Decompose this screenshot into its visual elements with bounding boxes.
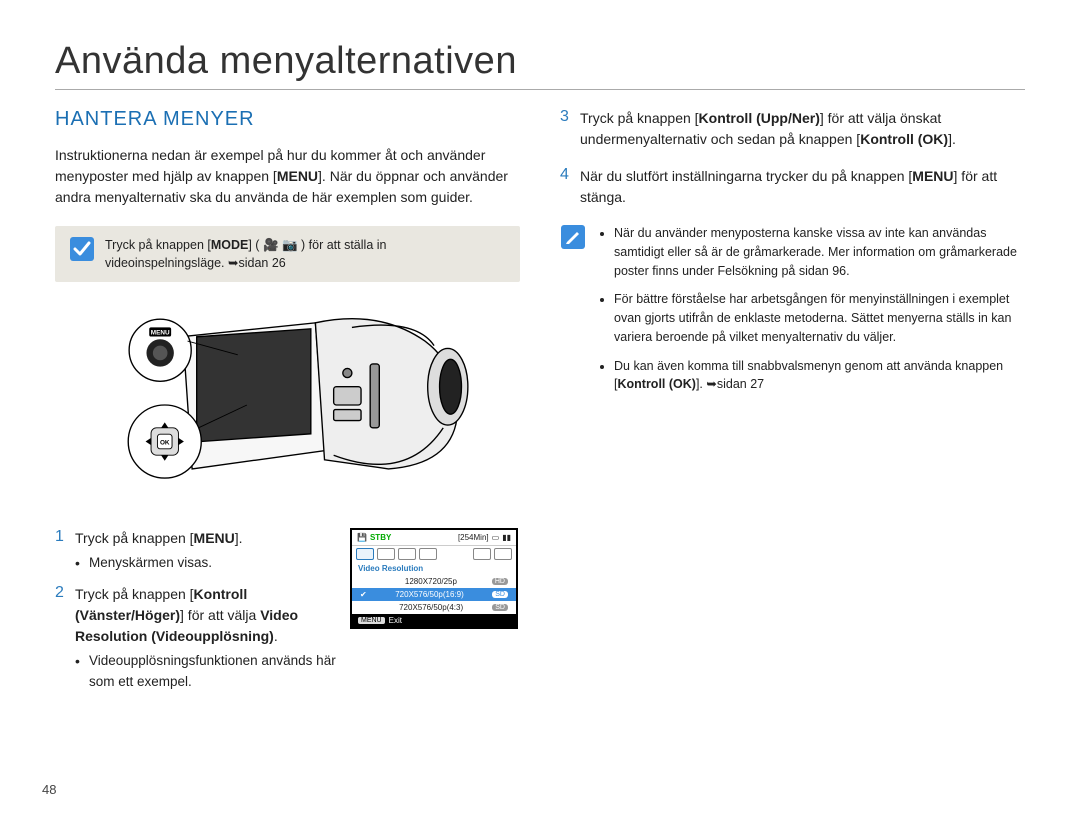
step-body: Tryck på knappen [MENU].•Menyskärmen vis… [75, 528, 336, 574]
resolution-text: 720X576/50p(4:3) [399, 603, 463, 612]
note-list: När du använder menyposterna kanske viss… [596, 224, 1025, 404]
right-column: 3Tryck på knappen [Kontroll (Upp/Ner)] f… [560, 108, 1025, 702]
note-box: När du använder menyposterna kanske viss… [560, 224, 1025, 404]
lcd-tab [419, 548, 437, 560]
check-icon [69, 236, 95, 262]
tip-box: Tryck på knappen [MODE] ( 🎥 📷 ) för att … [55, 226, 520, 282]
page-number: 48 [42, 782, 56, 797]
title-rule [55, 89, 1025, 90]
resolution-text: 1280X720/25p [405, 577, 457, 586]
step-sub-bullet: •Videoupplösningsfunktionen används här … [75, 651, 336, 692]
steps-list: 1Tryck på knappen [MENU].•Menyskärmen vi… [55, 528, 336, 702]
two-column-layout: HANTERA MENYER Instruktionerna nedan är … [55, 108, 1025, 702]
numbered-step: 4När du slutfört inställningarna trycker… [560, 166, 1025, 208]
manual-page: Använda menyalternativen HANTERA MENYER … [0, 0, 1080, 825]
lcd-tab [473, 548, 491, 560]
numbered-step: 2Tryck på knappen [Kontroll (Vänster/Hög… [55, 584, 336, 692]
step-body: Tryck på knappen [Kontroll (Upp/Ner)] fö… [580, 108, 1025, 150]
stby-label: STBY [370, 533, 391, 542]
menu-label: MENU [150, 330, 169, 337]
lcd-frame: 💾 STBY [254Min] ▭ ▮▮ [350, 528, 518, 629]
lcd-resolution-list: 1280X720/25pHD✔ 720X576/50p(16:9)SD720X5… [352, 575, 516, 614]
card-status-icon: ▭ [492, 533, 500, 542]
step-number: 4 [560, 166, 580, 208]
lcd-tab [494, 548, 512, 560]
numbered-step: 1Tryck på knappen [MENU].•Menyskärmen vi… [55, 528, 336, 574]
time-remaining: [254Min] [458, 533, 489, 542]
numbered-step: 3Tryck på knappen [Kontroll (Upp/Ner)] f… [560, 108, 1025, 150]
lcd-resolution-row: 720X576/50p(4:3) SD [352, 601, 516, 614]
pencil-note-icon [560, 224, 586, 250]
step-number: 2 [55, 584, 75, 692]
lcd-screenshot: 💾 STBY [254Min] ▭ ▮▮ [350, 528, 520, 702]
lcd-tab-row [352, 546, 516, 562]
left-column: HANTERA MENYER Instruktionerna nedan är … [55, 108, 520, 702]
lcd-resolution-row: ✔ 720X576/50p(16:9) SD [352, 588, 516, 601]
lcd-menu-title: Video Resolution [352, 562, 516, 575]
step-number: 3 [560, 108, 580, 150]
lcd-tab [398, 548, 416, 560]
lcd-exit-bar: MENU Exit [352, 614, 516, 627]
exit-label: Exit [389, 616, 402, 625]
intro-paragraph: Instruktionerna nedan är exempel på hur … [55, 145, 520, 208]
steps-and-screenshot-row: 1Tryck på knappen [MENU].•Menyskärmen vi… [55, 528, 520, 702]
resolution-badge: SD [492, 591, 508, 598]
battery-icon: ▮▮ [502, 533, 511, 542]
note-item: När du använder menyposterna kanske viss… [614, 224, 1025, 280]
step-sub-bullet: •Menyskärmen visas. [75, 553, 336, 574]
note-item: Du kan även komma till snabbvalsmenyn ge… [614, 357, 1025, 395]
note-item: För bättre förståelse har arbetsgången f… [614, 290, 1025, 346]
camcorder-illustration: MENU OK [55, 300, 520, 510]
section-title: HANTERA MENYER [55, 108, 520, 131]
check-icon: ✔ [360, 590, 367, 599]
lcd-tab-selected [356, 548, 374, 560]
resolution-badge: SD [492, 604, 508, 611]
tip-text: Tryck på knappen [MODE] ( 🎥 📷 ) för att … [105, 236, 506, 272]
right-steps-list: 3Tryck på knappen [Kontroll (Upp/Ner)] f… [560, 108, 1025, 208]
step-body: När du slutfört inställningarna trycker … [580, 166, 1025, 208]
lcd-tab [377, 548, 395, 560]
page-title: Använda menyalternativen [55, 40, 1025, 83]
lcd-resolution-row: 1280X720/25p HD [352, 575, 516, 588]
card-icon: 💾 [357, 533, 367, 542]
step-number: 1 [55, 528, 75, 574]
resolution-text: 720X576/50p(16:9) [395, 590, 464, 599]
menu-button-label: MENU [358, 617, 385, 624]
resolution-badge: HD [492, 578, 508, 585]
lcd-status-bar: 💾 STBY [254Min] ▭ ▮▮ [352, 530, 516, 546]
ok-label: OK [159, 440, 169, 447]
step-body: Tryck på knappen [Kontroll (Vänster/Höge… [75, 584, 336, 692]
